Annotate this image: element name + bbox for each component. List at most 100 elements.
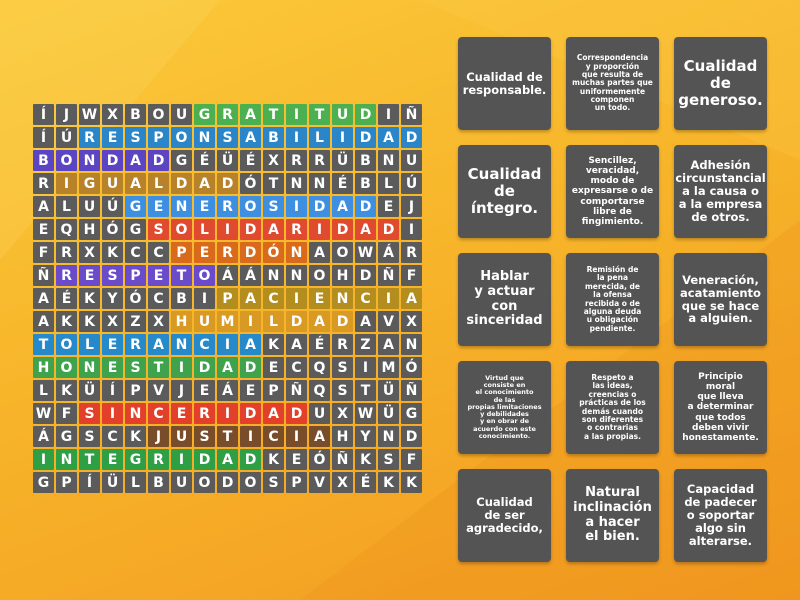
grid-cell[interactable]: E (171, 403, 192, 424)
grid-cell[interactable]: I (378, 104, 399, 125)
grid-cell[interactable]: T (79, 449, 100, 470)
grid-cell[interactable]: D (309, 196, 330, 217)
grid-cell[interactable]: U (332, 104, 353, 125)
grid-cell[interactable]: D (286, 403, 307, 424)
grid-cell[interactable]: I (171, 449, 192, 470)
grid-cell[interactable]: S (378, 449, 399, 470)
grid-cell[interactable]: E (309, 288, 330, 309)
grid-cell[interactable]: D (102, 150, 123, 171)
grid-cell[interactable]: D (401, 426, 422, 447)
grid-cell[interactable]: T (148, 357, 169, 378)
grid-cell[interactable]: G (125, 219, 146, 240)
grid-cell[interactable]: M (378, 357, 399, 378)
grid-cell[interactable]: I (286, 426, 307, 447)
grid-cell[interactable]: E (102, 449, 123, 470)
grid-cell[interactable]: A (33, 311, 54, 332)
grid-cell[interactable]: Ó (263, 242, 284, 263)
grid-cell[interactable]: X (263, 150, 284, 171)
grid-cell[interactable]: A (194, 173, 215, 194)
clue-card[interactable]: Cualidad de generoso. (674, 37, 767, 130)
grid-cell[interactable]: L (148, 173, 169, 194)
grid-cell[interactable]: A (33, 288, 54, 309)
grid-cell[interactable]: I (217, 219, 238, 240)
grid-cell[interactable]: I (286, 127, 307, 148)
grid-cell[interactable]: S (125, 357, 146, 378)
grid-cell[interactable]: I (286, 196, 307, 217)
grid-cell[interactable]: Í (79, 472, 100, 493)
grid-cell[interactable]: T (171, 265, 192, 286)
grid-cell[interactable]: K (401, 472, 422, 493)
grid-cell[interactable]: X (332, 472, 353, 493)
grid-cell[interactable]: A (355, 219, 376, 240)
grid-cell[interactable]: A (125, 173, 146, 194)
grid-cell[interactable]: O (332, 242, 353, 263)
grid-cell[interactable]: É (56, 288, 77, 309)
grid-cell[interactable]: Ú (102, 196, 123, 217)
grid-cell[interactable]: I (171, 357, 192, 378)
grid-cell[interactable]: Ü (378, 403, 399, 424)
grid-cell[interactable]: K (355, 449, 376, 470)
grid-cell[interactable]: Ñ (378, 265, 399, 286)
grid-cell[interactable]: G (171, 150, 192, 171)
grid-cell[interactable]: A (263, 219, 284, 240)
clue-card[interactable]: Capacidad de padecer o soportar algo sin alt… (674, 469, 767, 562)
grid-cell[interactable]: Ó (309, 449, 330, 470)
grid-cell[interactable]: N (79, 150, 100, 171)
grid-cell[interactable]: A (309, 311, 330, 332)
grid-cell[interactable]: D (355, 127, 376, 148)
grid-cell[interactable]: G (194, 104, 215, 125)
grid-cell[interactable]: C (286, 357, 307, 378)
grid-cell[interactable]: Ú (401, 173, 422, 194)
grid-cell[interactable]: P (263, 380, 284, 401)
grid-cell[interactable]: H (79, 219, 100, 240)
grid-cell[interactable]: B (263, 127, 284, 148)
grid-cell[interactable]: D (240, 242, 261, 263)
grid-cell[interactable]: I (286, 104, 307, 125)
grid-cell[interactable]: A (240, 288, 261, 309)
grid-cell[interactable]: F (56, 403, 77, 424)
grid-cell[interactable]: X (148, 311, 169, 332)
grid-cell[interactable]: A (332, 196, 353, 217)
grid-cell[interactable]: E (102, 334, 123, 355)
grid-cell[interactable]: Ü (79, 380, 100, 401)
grid-cell[interactable]: E (148, 265, 169, 286)
grid-cell[interactable]: B (171, 288, 192, 309)
grid-cell[interactable]: T (263, 173, 284, 194)
grid-cell[interactable]: Í (33, 127, 54, 148)
grid-cell[interactable]: D (401, 127, 422, 148)
grid-cell[interactable]: R (194, 403, 215, 424)
grid-cell[interactable]: O (309, 265, 330, 286)
grid-cell[interactable]: Á (217, 265, 238, 286)
grid-cell[interactable]: H (332, 265, 353, 286)
grid-cell[interactable]: N (194, 127, 215, 148)
grid-cell[interactable]: Ñ (33, 265, 54, 286)
grid-cell[interactable]: R (332, 334, 353, 355)
grid-cell[interactable]: U (171, 426, 192, 447)
grid-cell[interactable]: A (309, 242, 330, 263)
grid-cell[interactable]: R (33, 173, 54, 194)
grid-cell[interactable]: R (217, 196, 238, 217)
grid-cell[interactable]: M (217, 311, 238, 332)
grid-cell[interactable]: U (79, 196, 100, 217)
grid-cell[interactable]: Á (240, 265, 261, 286)
grid-cell[interactable]: O (56, 150, 77, 171)
grid-cell[interactable]: R (309, 150, 330, 171)
grid-cell[interactable]: O (148, 104, 169, 125)
grid-cell[interactable]: L (56, 196, 77, 217)
grid-cell[interactable]: Q (56, 219, 77, 240)
grid-cell[interactable]: S (194, 426, 215, 447)
grid-cell[interactable]: S (125, 127, 146, 148)
grid-cell[interactable]: A (125, 150, 146, 171)
grid-cell[interactable]: K (56, 380, 77, 401)
grid-cell[interactable]: R (401, 242, 422, 263)
grid-cell[interactable]: Ó (401, 357, 422, 378)
grid-cell[interactable]: V (148, 380, 169, 401)
grid-cell[interactable]: X (102, 104, 123, 125)
grid-cell[interactable]: A (263, 403, 284, 424)
grid-cell[interactable]: T (217, 426, 238, 447)
grid-cell[interactable]: Y (355, 426, 376, 447)
grid-cell[interactable]: Ó (125, 288, 146, 309)
grid-cell[interactable]: Ó (240, 173, 261, 194)
grid-cell[interactable]: D (332, 311, 353, 332)
grid-cell[interactable]: A (286, 334, 307, 355)
